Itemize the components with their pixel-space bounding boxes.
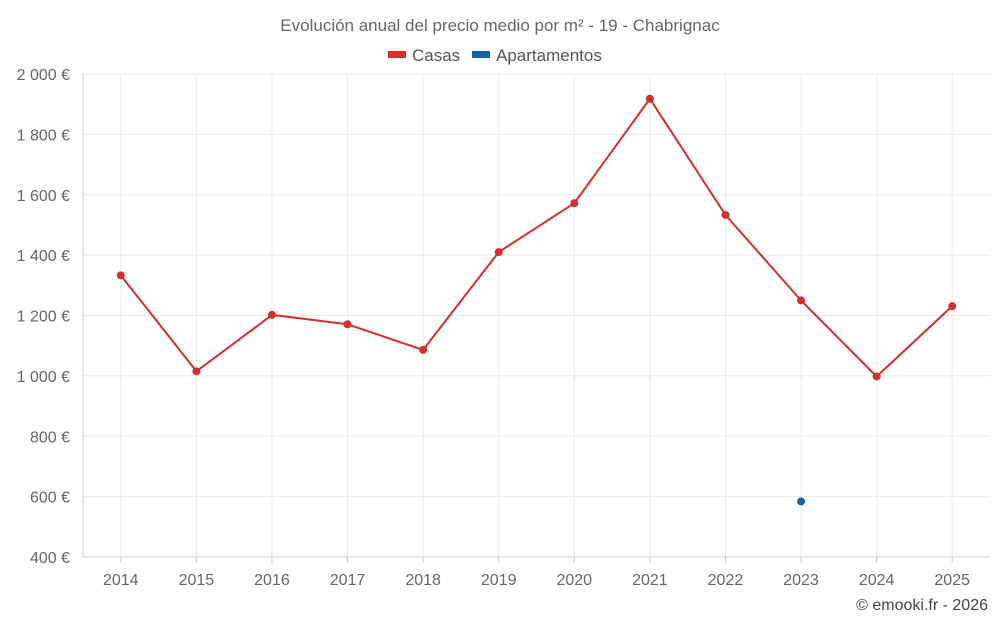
legend-item-casas[interactable]: Casas [388,46,460,65]
y-tick-label: 400 € [30,550,70,567]
y-tick-label: 1 400 € [17,248,70,265]
data-point-casas[interactable] [721,210,730,219]
data-point-casas[interactable] [267,310,276,319]
chart-title: Evolución anual del precio medio por m² … [280,16,720,35]
x-tick-label: 2018 [405,572,441,589]
data-point-casas[interactable] [948,302,957,311]
x-tick-label: 2014 [103,572,139,589]
x-tick-label: 2017 [330,572,366,589]
y-tick-label: 1 800 € [17,127,70,144]
legend-label-apartamentos: Apartamentos [496,46,602,65]
y-tick-label: 800 € [30,429,70,446]
y-tick-label: 1 600 € [17,188,70,205]
x-tick-label: 2024 [859,572,895,589]
data-point-casas[interactable] [419,345,428,354]
data-point-casas[interactable] [192,367,201,376]
x-gridlines [120,74,953,557]
data-point-apartamentos[interactable] [797,497,806,506]
x-tick-label: 2016 [254,572,290,589]
x-tick-label: 2025 [934,572,970,589]
x-tick-label: 2019 [481,572,517,589]
x-tick-label: 2021 [632,572,668,589]
credit-text: © emooki.fr - 2026 [856,597,988,614]
legend: Casas Apartamentos [388,46,602,65]
data-point-casas[interactable] [343,320,352,329]
data-point-casas[interactable] [116,271,125,280]
data-point-casas[interactable] [797,296,806,305]
y-tick-labels: 400 € 600 € 800 € 1 000 € 1 200 € 1 400 € 1 60… [17,67,70,567]
legend-swatch-casas [388,51,406,58]
data-point-casas[interactable] [645,94,654,103]
legend-label-casas: Casas [412,46,460,65]
y-gridlines [83,73,990,498]
legend-swatch-apartamentos [472,51,490,58]
data-point-casas[interactable] [494,248,503,257]
y-tick-label: 600 € [30,490,70,507]
x-tick-label: 2020 [556,572,592,589]
x-tick-labels: 2014 2015 2016 2017 2018 2019 2020 2021 2022 2023… [103,572,970,589]
x-tick-label: 2015 [179,572,215,589]
axes [82,74,990,563]
y-tick-label: 1 000 € [17,369,70,386]
series-lines [120,97,953,378]
legend-item-apartamentos[interactable]: Apartamentos [472,46,602,65]
series-line-casas [120,97,953,378]
y-tick-label: 2 000 € [17,67,70,84]
y-tick-label: 1 200 € [17,309,70,326]
series-points [116,94,957,506]
x-tick-label: 2022 [708,572,744,589]
data-point-casas[interactable] [872,372,881,381]
x-tick-label: 2023 [783,572,819,589]
data-point-casas[interactable] [570,199,579,208]
